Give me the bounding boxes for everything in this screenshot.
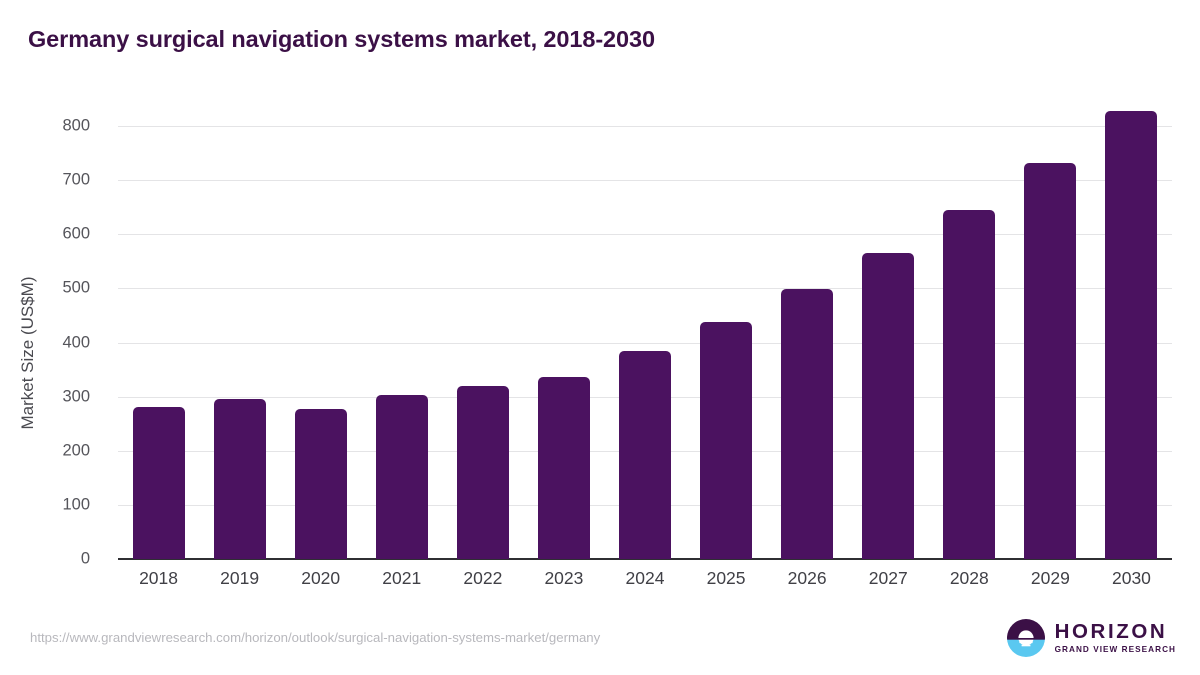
y-axis-tick-label: 100 bbox=[62, 495, 90, 514]
page-title: Germany surgical navigation systems mark… bbox=[28, 26, 655, 52]
x-axis-tick-label: 2022 bbox=[463, 568, 503, 588]
bar-slot bbox=[118, 126, 199, 559]
y-axis-tick-label: 0 bbox=[80, 549, 90, 568]
x-axis-tick-label: 2028 bbox=[949, 568, 989, 588]
y-axis-tick-label: 700 bbox=[62, 170, 90, 189]
gridline bbox=[118, 234, 1172, 236]
bar[interactable] bbox=[537, 377, 590, 559]
bar-slot bbox=[686, 126, 767, 559]
bar[interactable] bbox=[618, 351, 671, 559]
x-axis-tick-label: 2024 bbox=[625, 568, 665, 588]
y-axis-tick-label: 600 bbox=[62, 224, 90, 243]
bar-slot bbox=[1091, 110, 1172, 559]
bar-slot bbox=[280, 126, 361, 559]
logo-text: HORIZON GRAND VIEW RESEARCH bbox=[1055, 622, 1176, 654]
logo-wordmark: HORIZON bbox=[1054, 620, 1168, 644]
y-axis-tick-label: 400 bbox=[62, 333, 90, 351]
bar-slot bbox=[767, 126, 848, 559]
bar[interactable] bbox=[132, 407, 185, 559]
x-axis-tick-label: 2021 bbox=[382, 568, 422, 588]
logo-tagline: GRAND VIEW RESEARCH bbox=[1054, 644, 1176, 654]
x-axis-tick-label: 2018 bbox=[139, 568, 178, 588]
x-axis-tick-label: 2023 bbox=[544, 568, 584, 588]
bar[interactable] bbox=[700, 322, 753, 559]
bar[interactable] bbox=[781, 289, 834, 559]
bar-slot bbox=[361, 126, 442, 559]
x-axis-tick-label: 2029 bbox=[1030, 568, 1070, 588]
x-axis-tick-label: 2026 bbox=[787, 568, 827, 588]
bar[interactable] bbox=[213, 398, 266, 559]
gridline bbox=[118, 288, 1172, 290]
bar[interactable] bbox=[1024, 163, 1077, 559]
gridline bbox=[118, 342, 1172, 344]
bar-slot bbox=[604, 126, 685, 559]
bar[interactable] bbox=[456, 385, 509, 559]
y-axis-tick-label: 800 bbox=[62, 116, 90, 135]
bar-slot bbox=[199, 126, 280, 559]
y-axis-tick-label: 200 bbox=[62, 441, 90, 460]
bar[interactable] bbox=[943, 209, 996, 559]
x-axis-tick-label: 2020 bbox=[301, 568, 341, 588]
x-axis-tick-label: 2030 bbox=[1111, 568, 1151, 588]
brand-logo: HORIZON GRAND VIEW RESEARCH bbox=[1006, 617, 1176, 659]
horizon-logo-icon bbox=[1006, 618, 1046, 658]
bar[interactable] bbox=[294, 408, 347, 559]
bar-slot bbox=[1010, 126, 1091, 559]
x-axis-tick-label: 2027 bbox=[868, 568, 908, 588]
bar-slot bbox=[848, 126, 929, 559]
bar[interactable] bbox=[375, 395, 428, 559]
x-axis-tick-label: 2019 bbox=[220, 568, 260, 588]
x-axis-tick-label: 2025 bbox=[706, 568, 746, 588]
bar-slot bbox=[523, 126, 604, 559]
x-axis-tick-labels: 2018 2019 2020 2021 2022 2023 2024 2025 2026 2027… bbox=[118, 568, 1172, 598]
y-axis-tick-label: 500 bbox=[62, 278, 90, 297]
source-url[interactable]: https://www.grandviewresearch.com/horizo… bbox=[30, 630, 601, 645]
y-axis-title: Market Size (US$M) bbox=[18, 276, 37, 430]
gridline bbox=[118, 180, 1172, 182]
bar-slot bbox=[929, 126, 1010, 559]
bar-slot bbox=[442, 126, 523, 559]
y-axis-tick-labels: 0 100 200 300 400 500 600 700 800 bbox=[0, 0, 104, 675]
bar[interactable] bbox=[1105, 110, 1158, 559]
bar-series bbox=[118, 110, 1172, 559]
gridline bbox=[118, 126, 1172, 127]
y-axis-tick-label: 300 bbox=[62, 387, 90, 406]
bar[interactable] bbox=[862, 252, 915, 559]
